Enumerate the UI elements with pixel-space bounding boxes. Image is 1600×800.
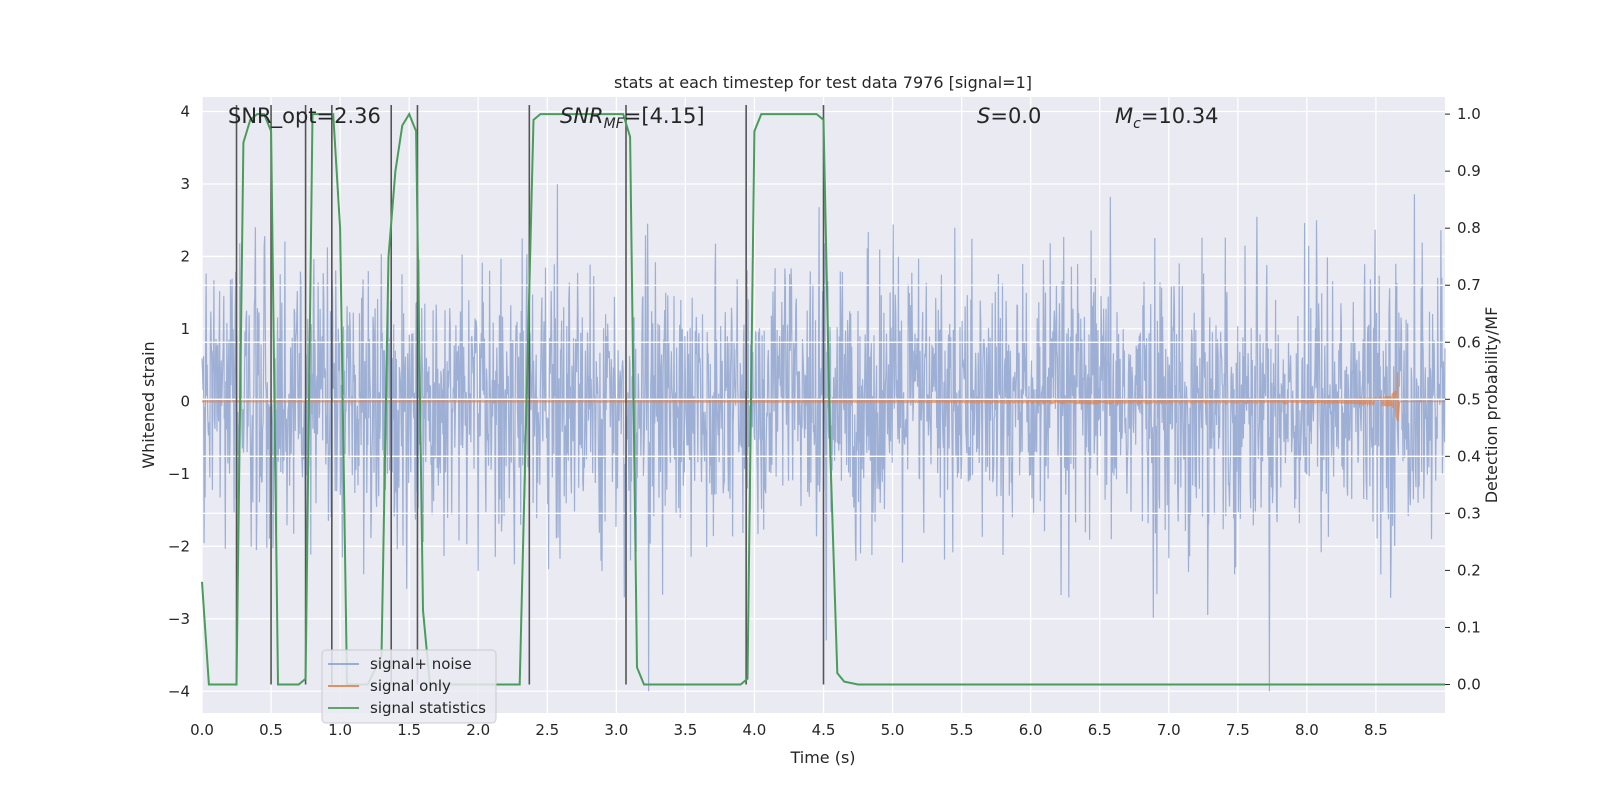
x-tick-label: 2.5	[535, 721, 559, 739]
x-tick-label: 8.0	[1295, 721, 1319, 739]
chart-title: stats at each timestep for test data 797…	[614, 73, 1032, 92]
x-tick-label: 0.0	[190, 721, 214, 739]
y-left-tick-label: −4	[168, 682, 190, 700]
signal-statistics-line	[201, 111, 1445, 686]
snr-mf-sub: MF	[604, 116, 625, 132]
y-right-tick-label: 0.0	[1457, 675, 1481, 693]
y-right-tick-label: 0.9	[1457, 162, 1481, 180]
y-right-tick-label: 0.5	[1457, 390, 1481, 408]
legend-box	[321, 649, 497, 724]
s-symbol: S	[977, 104, 990, 128]
y-left-tick-label: −1	[168, 465, 190, 483]
legend-label-signal-noise: signal+ noise	[370, 655, 472, 673]
mc-base: M	[1115, 104, 1133, 128]
y-right-tick-label: 0.3	[1457, 504, 1481, 522]
x-tick-label: 5.0	[881, 721, 905, 739]
legend: signal+ noise signal only signal statist…	[321, 649, 497, 724]
vertical-markers	[235, 104, 825, 685]
y-left-tick-labels: 4 3 2 1 0 −1 −2 −3 −4	[168, 102, 190, 700]
snr-mf-base: SNR	[560, 104, 604, 128]
x-tick-label: 0.5	[259, 721, 283, 739]
y-left-tick-label: −2	[168, 537, 190, 555]
x-tick-label: 4.5	[812, 721, 836, 739]
y-right-tick-label: 0.8	[1457, 219, 1481, 237]
x-tick-label: 7.0	[1157, 721, 1181, 739]
y-left-tick-label: 1	[180, 320, 190, 338]
x-tick-label: 7.5	[1226, 721, 1250, 739]
signal-only-line	[201, 372, 1445, 422]
x-tick-label: 8.5	[1364, 721, 1388, 739]
y-axis-label-left: Whitened strain	[139, 341, 158, 468]
annotation-s-stat: S=0.0	[977, 104, 1041, 128]
x-tick-label: 6.5	[1088, 721, 1112, 739]
mc-value: =10.34	[1141, 104, 1219, 128]
y-right-tick-label: 1.0	[1457, 105, 1481, 123]
y-left-tick-label: −3	[168, 610, 190, 628]
y-left-tick-label: 4	[180, 102, 190, 120]
legend-label-signal-only: signal only	[370, 677, 451, 695]
snr-mf-value: =[4.15]	[624, 104, 705, 128]
x-tick-label: 3.0	[604, 721, 628, 739]
x-tick-label: 1.0	[328, 721, 352, 739]
annotation-snr-opt: SNR_opt=2.36	[228, 104, 381, 129]
mc-sub: c	[1133, 116, 1141, 132]
y-right-tick-labels: 1.0 0.9 0.8 0.7 0.6 0.5 0.4 0.3 0.2 0.1 0.0	[1445, 105, 1481, 693]
x-tick-label: 1.5	[397, 721, 421, 739]
y-right-tick-label: 0.4	[1457, 447, 1481, 465]
y-right-tick-label: 0.6	[1457, 333, 1481, 351]
x-tick-label: 5.5	[950, 721, 974, 739]
y-left-tick-label: 0	[180, 392, 190, 410]
y-left-tick-label: 3	[180, 175, 190, 193]
x-tick-label: 4.0	[743, 721, 767, 739]
y-right-tick-label: 0.2	[1457, 561, 1481, 579]
legend-label-signal-statistics: signal statistics	[370, 699, 486, 717]
x-tick-label: 3.5	[673, 721, 697, 739]
y-left-tick-label: 2	[180, 247, 190, 265]
annotation-snr-mf: SNRMF=[4.15]	[560, 104, 705, 132]
x-tick-labels: 0.0 0.5 1.0 1.5 2.0 2.5 3.0 3.5 4.0 4.5 5.0 5.5 6.0 6…	[190, 721, 1388, 739]
x-axis-label: Time (s)	[789, 748, 855, 767]
y-axis-label-right: Detection probability/MF	[1482, 307, 1501, 504]
x-tick-label: 6.0	[1019, 721, 1043, 739]
s-value: =0.0	[990, 104, 1041, 128]
y-right-tick-label: 0.7	[1457, 276, 1481, 294]
signal-statistics-series	[201, 111, 1445, 686]
y-right-tick-label: 0.1	[1457, 618, 1481, 636]
x-tick-label: 2.0	[466, 721, 490, 739]
annotation-mc: Mc=10.34	[1115, 104, 1219, 132]
